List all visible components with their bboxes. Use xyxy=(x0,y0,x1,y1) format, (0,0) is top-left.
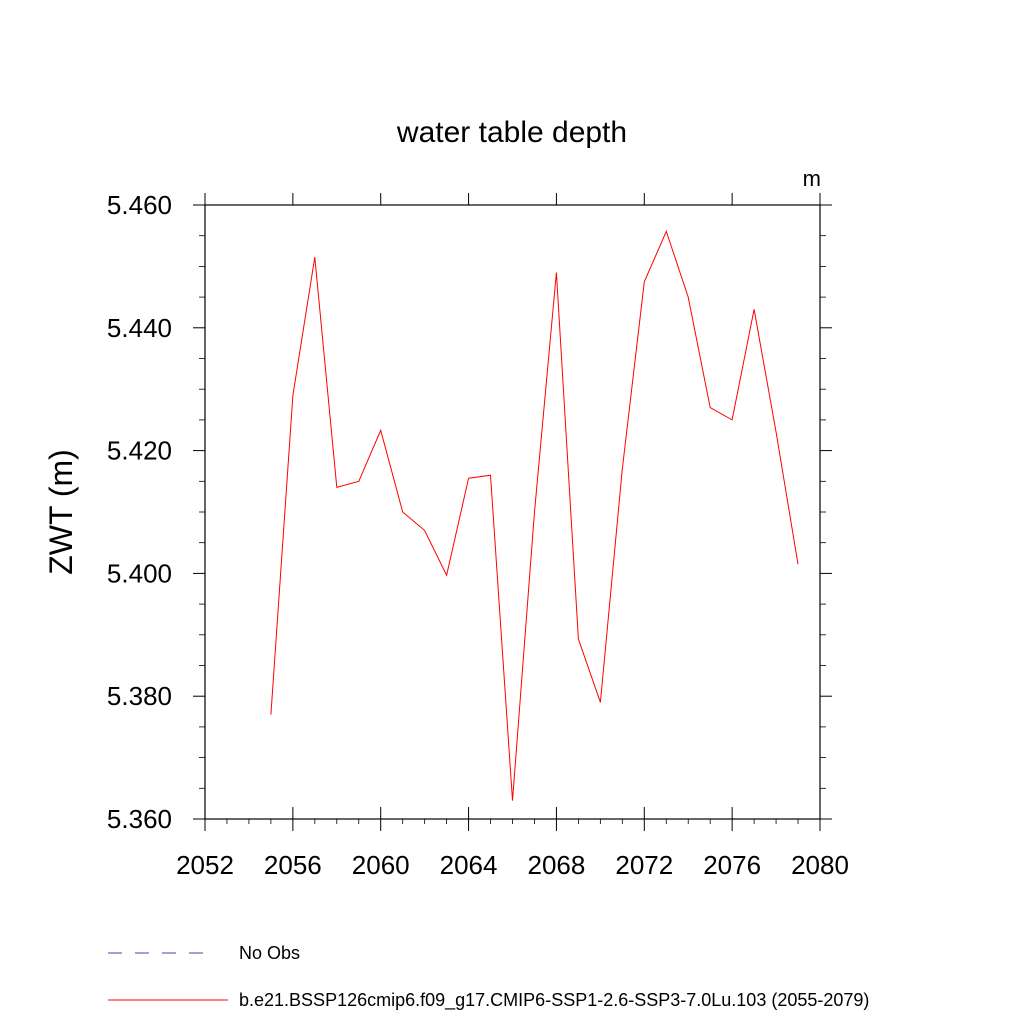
legend: No Obs b.e21.BSSP126cmip6.f09_g17.CMIP6-… xyxy=(108,943,869,1011)
y-tick-label: 5.360 xyxy=(107,804,172,834)
y-axis: 5.360 5.380 5.400 5.420 5.440 5.460 xyxy=(107,190,832,834)
minor-ticks xyxy=(199,235,826,824)
x-axis: 2052 2056 2060 2064 2068 2072 2076 2080 xyxy=(176,193,849,880)
x-tick-label: 2076 xyxy=(703,850,761,880)
y-tick-label: 5.420 xyxy=(107,436,172,466)
units-label: m xyxy=(803,166,821,191)
legend-label-no-obs: No Obs xyxy=(239,943,300,963)
plot-frame xyxy=(204,204,821,820)
y-axis-label: ZWT (m) xyxy=(43,449,79,575)
y-tick-label: 5.380 xyxy=(107,681,172,711)
x-tick-label: 2068 xyxy=(528,850,586,880)
x-tick-label: 2052 xyxy=(176,850,234,880)
y-tick-label: 5.400 xyxy=(107,558,172,588)
x-tick-label: 2080 xyxy=(791,850,849,880)
x-tick-label: 2060 xyxy=(352,850,410,880)
series-group xyxy=(270,230,799,801)
y-tick-label: 5.440 xyxy=(107,313,172,343)
series-line xyxy=(270,230,799,801)
x-tick-label: 2056 xyxy=(264,850,322,880)
y-tick-label: 5.460 xyxy=(107,190,172,220)
x-tick-label: 2072 xyxy=(615,850,673,880)
chart-title: water table depth xyxy=(396,116,627,149)
legend-label-model: b.e21.BSSP126cmip6.f09_g17.CMIP6-SSP1-2.… xyxy=(239,990,869,1011)
x-tick-label: 2064 xyxy=(440,850,498,880)
